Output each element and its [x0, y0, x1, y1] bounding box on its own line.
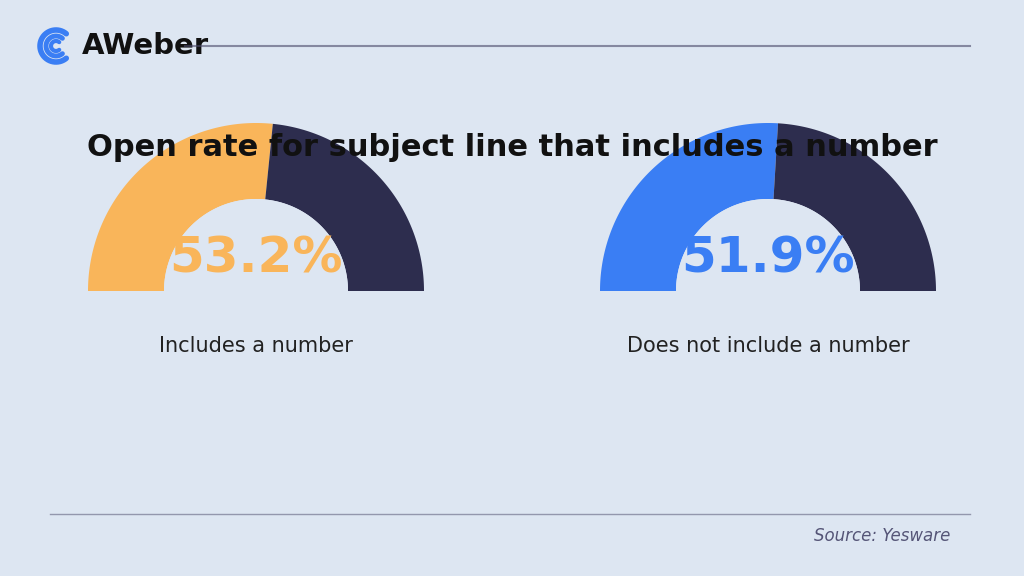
Polygon shape: [773, 123, 936, 291]
Text: 53.2%: 53.2%: [169, 235, 343, 283]
Polygon shape: [595, 291, 941, 301]
Text: Does not include a number: Does not include a number: [627, 336, 909, 356]
Polygon shape: [83, 291, 429, 301]
Polygon shape: [88, 123, 272, 291]
Text: AWeber: AWeber: [82, 32, 209, 60]
Text: Open rate for subject line that includes a number: Open rate for subject line that includes…: [87, 134, 937, 162]
Polygon shape: [164, 199, 348, 291]
Polygon shape: [265, 124, 424, 291]
Text: Source: Yesware: Source: Yesware: [814, 527, 950, 545]
Text: 51.9%: 51.9%: [681, 235, 855, 283]
Polygon shape: [676, 199, 860, 291]
Polygon shape: [600, 123, 778, 291]
Text: Includes a number: Includes a number: [159, 336, 353, 356]
